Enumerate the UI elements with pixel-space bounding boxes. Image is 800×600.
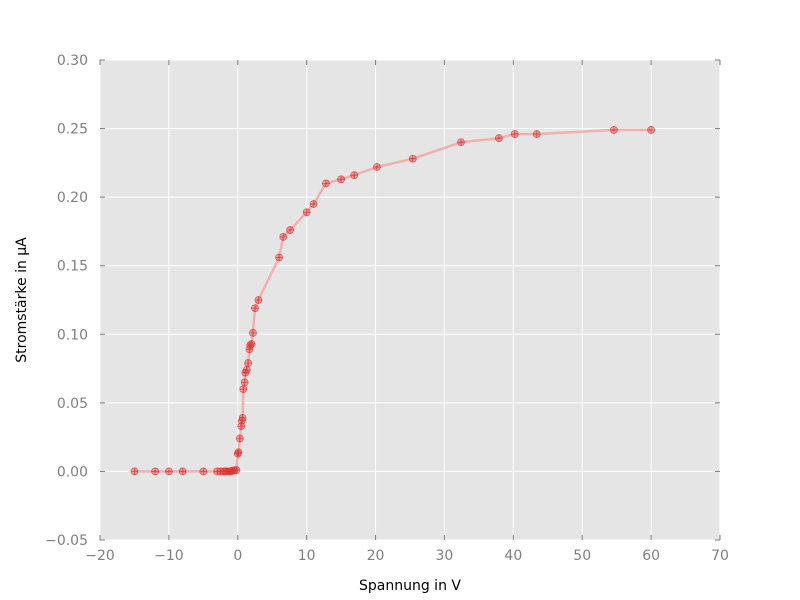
y-tick-label: 0.25 — [57, 122, 88, 138]
y-tick-label: 0.05 — [57, 396, 88, 412]
x-tick-label: 10 — [298, 548, 316, 564]
x-axis-label: Spannung in V — [359, 578, 461, 594]
x-tick-labels: −20 −10 0 10 20 30 40 50 60 70 — [85, 548, 729, 564]
data-point — [337, 175, 346, 184]
data-point — [232, 466, 241, 474]
data-point — [275, 253, 284, 262]
data-point — [302, 208, 311, 217]
plot-area — [100, 60, 720, 540]
data-point — [286, 226, 295, 234]
y-axis-label: Stromstärke in µA — [14, 237, 30, 363]
data-point — [247, 339, 256, 348]
data-point — [510, 130, 519, 138]
data-point — [249, 329, 257, 337]
data-point — [238, 414, 247, 422]
data-point — [309, 200, 318, 208]
data-point — [235, 434, 244, 443]
x-tick-label: 70 — [711, 548, 729, 564]
axis-ticks — [99, 59, 721, 541]
y-tick-labels: −0.05 0.00 0.05 0.10 0.15 0.20 0.25 0.30 — [45, 53, 88, 549]
data-point — [373, 163, 381, 171]
x-tick-label: 50 — [573, 548, 591, 564]
x-tick-label: 20 — [367, 548, 385, 564]
data-point — [647, 126, 656, 134]
y-tick-label: 0.10 — [57, 327, 88, 343]
x-tick-label: 30 — [436, 548, 454, 564]
x-tick-label: 40 — [504, 548, 522, 564]
y-tick-label: 0.20 — [57, 190, 88, 206]
data-point — [254, 296, 263, 304]
data-point — [178, 467, 187, 476]
x-tick-label: 60 — [642, 548, 660, 564]
x-tick-label: 0 — [233, 548, 242, 564]
data-point — [322, 179, 330, 188]
data-point — [234, 448, 243, 457]
data-point — [239, 385, 248, 394]
data-point — [279, 233, 288, 241]
data-point — [164, 467, 173, 476]
data-point — [199, 467, 208, 476]
data-point — [610, 126, 618, 134]
data-point — [240, 378, 249, 387]
x-tick-label: −10 — [154, 548, 184, 564]
y-tick-label: 0.00 — [57, 464, 88, 480]
data-point — [242, 366, 251, 374]
data-point — [494, 134, 503, 143]
y-tick-label: −0.05 — [45, 533, 88, 549]
data-points — [130, 126, 656, 476]
data-point — [151, 467, 160, 476]
data-point — [238, 416, 246, 425]
data-point — [457, 138, 465, 147]
y-tick-label: 0.30 — [57, 53, 88, 69]
data-point — [408, 154, 417, 163]
y-tick-label: 0.15 — [57, 259, 88, 275]
data-point — [130, 467, 139, 476]
data-point — [244, 359, 253, 367]
data-point — [251, 304, 259, 313]
data-point — [350, 171, 359, 180]
x-tick-label: −20 — [85, 548, 115, 564]
data-point — [532, 130, 541, 138]
data-point — [237, 422, 246, 431]
